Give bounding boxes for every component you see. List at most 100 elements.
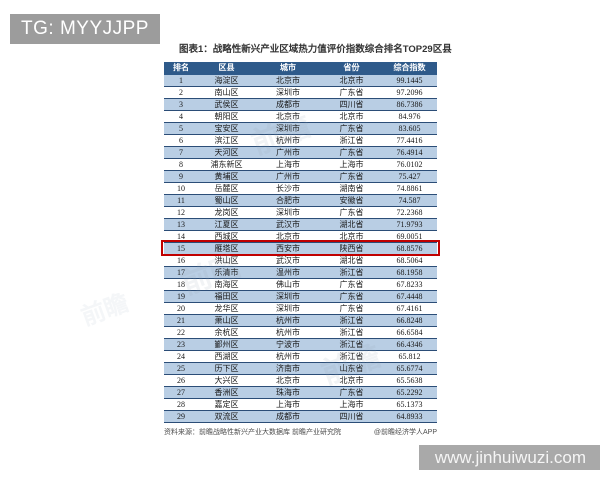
table-cell: 广东省	[321, 386, 382, 399]
table-cell: 四川省	[321, 98, 382, 111]
table-row: 7 天河区 广州市 广东省 76.4914	[164, 146, 437, 159]
table-row: 12 龙岗区 深圳市 广东省 72.2368	[164, 206, 437, 219]
table-cell: 68.1958	[382, 266, 437, 279]
diagonal-watermark: 前瞻	[77, 289, 133, 332]
table-cell: 深圳市	[255, 290, 321, 303]
table-cell: 四川省	[321, 410, 382, 423]
table-cell: 广东省	[321, 206, 382, 219]
table-cell: 大兴区	[198, 374, 255, 387]
table-cell: 16	[164, 254, 198, 267]
table-row: 10 岳麓区 长沙市 湖南省 74.8861	[164, 182, 437, 195]
table-cell: 76.4914	[382, 146, 437, 159]
table-cell: 武汉市	[255, 218, 321, 231]
table-cell: 84.976	[382, 110, 437, 123]
table-cell: 76.0102	[382, 158, 437, 171]
table-cell: 陕西省	[321, 242, 382, 255]
table-cell: 佛山市	[255, 278, 321, 291]
table-cell: 65.5638	[382, 374, 437, 387]
table-cell: 西城区	[198, 230, 255, 243]
table-cell: 99.1445	[382, 74, 437, 87]
table-row: 4 朝阳区 北京市 北京市 84.976	[164, 110, 437, 123]
table-cell: 山东省	[321, 362, 382, 375]
table-cell: 海淀区	[198, 74, 255, 87]
table-row: 27 香洲区 珠海市 广东省 65.2292	[164, 386, 437, 399]
table-cell: 20	[164, 302, 198, 315]
table-row: 20 龙华区 深圳市 广东省 67.4161	[164, 302, 437, 315]
ranking-table: 排名 区县 城市 省份 综合指数 1 海淀区 北京市 北京市 99.1445 2 南山区 深圳市 广东省…	[164, 62, 437, 423]
table-cell: 9	[164, 170, 198, 183]
table-cell: 江夏区	[198, 218, 255, 231]
table-cell: 广东省	[321, 170, 382, 183]
table-cell: 2	[164, 86, 198, 99]
table-cell: 成都市	[255, 98, 321, 111]
table-cell: 深圳市	[255, 86, 321, 99]
table-cell: 65.1373	[382, 398, 437, 411]
table-cell: 26	[164, 374, 198, 387]
table-header: 排名 区县 城市 省份 综合指数	[164, 62, 437, 75]
table-body: 1 海淀区 北京市 北京市 99.1445 2 南山区 深圳市 广东省 97.2096 3 武侯区 成都…	[164, 74, 437, 423]
table-cell: 安徽省	[321, 194, 382, 207]
table-cell: 湖北省	[321, 254, 382, 267]
table-cell: 浙江省	[321, 266, 382, 279]
table-cell: 7	[164, 146, 198, 159]
source-note: 资料来源：前瞻战略性新兴产业大数据库 前瞻产业研究院	[164, 429, 341, 436]
table-cell: 上海市	[255, 158, 321, 171]
table-row: 21 萧山区 杭州市 浙江省 66.8248	[164, 314, 437, 327]
table-cell: 15	[164, 242, 198, 255]
site-watermark-badge: www.jinhuiwuzi.com	[418, 445, 600, 470]
table-cell: 浙江省	[321, 350, 382, 363]
table-cell: 湖南省	[321, 182, 382, 195]
table-cell: 南山区	[198, 86, 255, 99]
table-cell: 浙江省	[321, 314, 382, 327]
table-cell: 68.8576	[382, 242, 437, 255]
table-cell: 滨江区	[198, 134, 255, 147]
column-header: 城市	[255, 62, 321, 75]
table-cell: 北京市	[321, 374, 382, 387]
table-row: 28 嘉定区 上海市 上海市 65.1373	[164, 398, 437, 411]
table-cell: 18	[164, 278, 198, 291]
table-cell: 宝安区	[198, 122, 255, 135]
table-cell: 6	[164, 134, 198, 147]
table-row: 15 雁塔区 西安市 陕西省 68.8576	[164, 242, 437, 255]
table-cell: 上海市	[255, 398, 321, 411]
table-cell: 合肥市	[255, 194, 321, 207]
table-cell: 杭州市	[255, 326, 321, 339]
table-cell: 杭州市	[255, 134, 321, 147]
table-cell: 北京市	[255, 74, 321, 87]
table-cell: 66.8248	[382, 314, 437, 327]
table-cell: 武汉市	[255, 254, 321, 267]
table-cell: 浦东新区	[198, 158, 255, 171]
table-cell: 上海市	[321, 398, 382, 411]
table-cell: 67.4161	[382, 302, 437, 315]
chart-title: 图表1：战略性新兴产业区域热力值评价指数综合排名TOP29区县	[179, 44, 452, 55]
table-cell: 74.587	[382, 194, 437, 207]
table-cell: 66.4346	[382, 338, 437, 351]
table-cell: 3	[164, 98, 198, 111]
table-cell: 宁波市	[255, 338, 321, 351]
table-cell: 97.2096	[382, 86, 437, 99]
table-cell: 浙江省	[321, 134, 382, 147]
table-cell: 西湖区	[198, 350, 255, 363]
table-row: 25 历下区 济南市 山东省 65.6774	[164, 362, 437, 375]
table-cell: 浙江省	[321, 338, 382, 351]
table-cell: 北京市	[321, 74, 382, 87]
ranking-table-container: 排名 区县 城市 省份 综合指数 1 海淀区 北京市 北京市 99.1445 2 南山区 深圳市 广东省…	[161, 62, 440, 423]
table-cell: 鄞州区	[198, 338, 255, 351]
table-cell: 深圳市	[255, 302, 321, 315]
table-cell: 24	[164, 350, 198, 363]
table-row: 23 鄞州区 宁波市 浙江省 66.4346	[164, 338, 437, 351]
table-cell: 65.812	[382, 350, 437, 363]
table-cell: 济南市	[255, 362, 321, 375]
table-cell: 福田区	[198, 290, 255, 303]
table-cell: 天河区	[198, 146, 255, 159]
table-cell: 温州市	[255, 266, 321, 279]
table-cell: 67.8233	[382, 278, 437, 291]
table-row: 9 黄埔区 广州市 广东省 75.427	[164, 170, 437, 183]
table-cell: 67.4448	[382, 290, 437, 303]
column-header: 排名	[164, 62, 198, 75]
table-cell: 萧山区	[198, 314, 255, 327]
table-cell: 65.6774	[382, 362, 437, 375]
table-cell: 深圳市	[255, 206, 321, 219]
table-cell: 77.4416	[382, 134, 437, 147]
table-cell: 杭州市	[255, 314, 321, 327]
